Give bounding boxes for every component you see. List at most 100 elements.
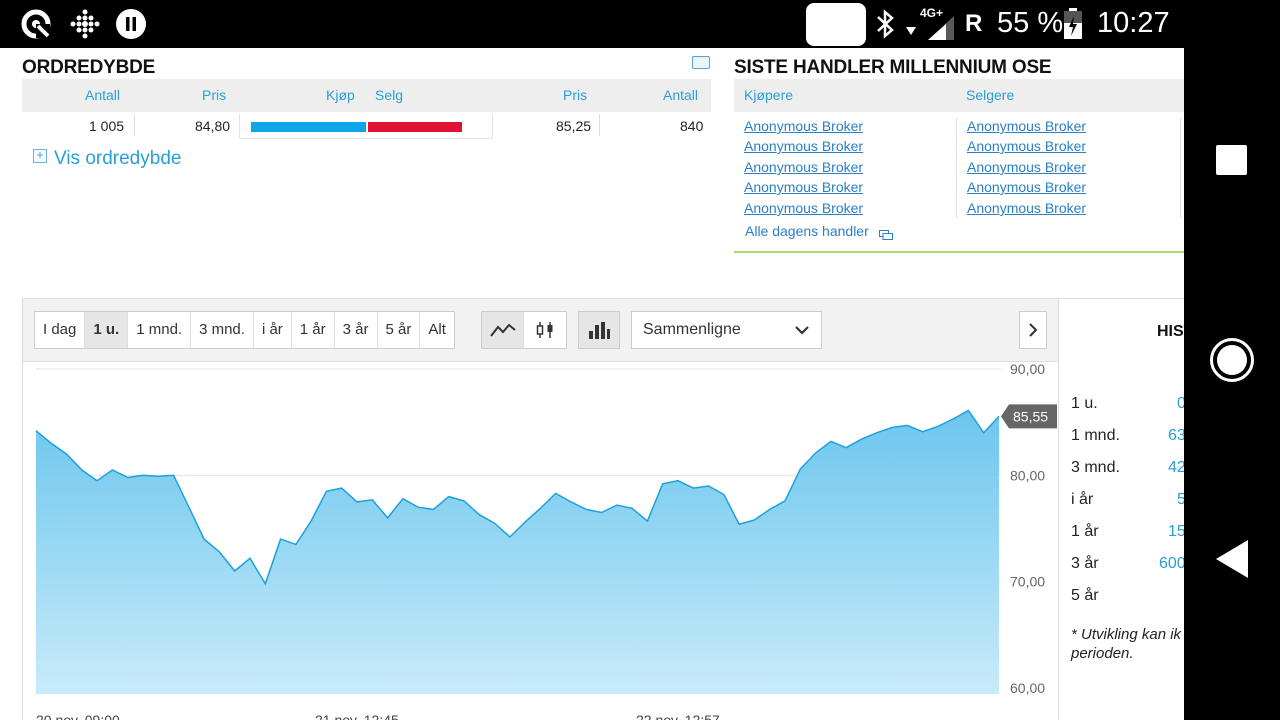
period-selector: I dag 1 u. 1 mnd. 3 mnd. i år 1 år 3 år … (34, 311, 455, 349)
history-label: 3 mnd. (1071, 459, 1120, 476)
history-label: 1 år (1071, 523, 1099, 540)
x-tick-label: 22.nov. 12:57 (636, 712, 720, 720)
y-tick-label: 70,00 (1010, 574, 1045, 590)
buyer-broker-link[interactable]: Anonymous Broker (744, 118, 864, 134)
chart-toolbar: I dag 1 u. 1 mnd. 3 mnd. i år 1 år 3 år … (23, 299, 1058, 362)
order-depth-title: ORDREDYBDE (22, 57, 156, 78)
seller-broker-link[interactable]: Anonymous Broker (967, 200, 1087, 216)
seller-broker-link[interactable]: Anonymous Broker (967, 179, 1087, 195)
y-tick-label: 90,00 (1010, 362, 1045, 377)
ask-depth-bar (368, 122, 462, 132)
latest-trades-title: SISTE HANDLER MILLENNIUM OSE (734, 57, 1052, 78)
buyer-broker-link[interactable]: Anonymous Broker (744, 159, 864, 175)
line-chart-icon (489, 323, 516, 337)
depth-bar-frame (239, 114, 493, 139)
battery-percent: 55 % (997, 7, 1064, 39)
notification-box (806, 3, 866, 46)
trades-header (734, 79, 1184, 112)
next-button[interactable] (1019, 311, 1047, 349)
divider (599, 114, 600, 136)
period-button-1y[interactable]: 1 år (292, 312, 335, 348)
show-order-depth-link[interactable]: Vis ordredybde (54, 148, 182, 169)
x-tick-label: 20.nov. 09:00 (36, 712, 120, 720)
history-value: 5 (1177, 491, 1184, 508)
line-chart-button[interactable] (482, 312, 524, 348)
status-bar: 4G+ R 55 % 10:27 (0, 0, 1280, 48)
network-type: 4G+ (920, 6, 944, 20)
buyer-broker-link[interactable]: Anonymous Broker (744, 138, 864, 154)
web-content: ORDREDYBDE Antall Pris Kjøp Selg Pris An… (0, 48, 1184, 720)
divider (134, 114, 135, 136)
seller-broker-link[interactable]: Anonymous Broker (967, 118, 1087, 134)
price-area (36, 410, 999, 694)
volume-toggle-button[interactable] (578, 311, 620, 349)
fitbit-icon (70, 9, 100, 39)
y-tick-label: 60,00 (1010, 680, 1045, 696)
history-label: 5 år (1071, 587, 1099, 604)
chart-type-selector (481, 311, 567, 349)
period-button-3m[interactable]: 3 mnd. (191, 312, 254, 348)
bid-price: 84,80 (195, 118, 231, 134)
header-bid-qty: Antall (85, 87, 121, 103)
home-button[interactable] (1210, 338, 1254, 382)
bar-chart-icon (589, 322, 610, 339)
history-title: HIST (1157, 323, 1184, 340)
header-sell: Selg (375, 87, 404, 103)
header-ask-qty: Antall (663, 87, 699, 103)
header-buyers: Kjøpere (744, 87, 794, 103)
history-label: 1 mnd. (1071, 427, 1120, 444)
bid-depth-bar (251, 122, 366, 132)
history-value: 15 (1168, 523, 1184, 540)
pause-icon (116, 9, 146, 39)
bluetooth-icon (877, 9, 894, 39)
history-label: 1 u. (1071, 395, 1098, 412)
candlestick-button[interactable] (524, 312, 566, 348)
x-tick-label: 21.nov. 12:45 (315, 712, 399, 720)
divider (1180, 118, 1181, 218)
period-button-5y[interactable]: 5 år (378, 312, 421, 348)
seller-broker-link[interactable]: Anonymous Broker (967, 159, 1087, 175)
order-depth-header (22, 79, 711, 112)
header-ask-price: Pris (563, 87, 588, 103)
y-tick-label: 80,00 (1010, 467, 1045, 483)
chart-panel: I dag 1 u. 1 mnd. 3 mnd. i år 1 år 3 år … (22, 298, 1059, 720)
recent-apps-button[interactable] (1216, 145, 1247, 175)
history-label: i år (1071, 491, 1094, 508)
period-button-all[interactable]: Alt (428, 321, 446, 338)
period-button-3y[interactable]: 3 år (335, 312, 378, 348)
period-button-1w[interactable]: 1 u. (85, 312, 129, 348)
header-sellers: Selgere (966, 87, 1015, 103)
all-trades-link[interactable]: Alle dagens handler (745, 223, 869, 239)
period-button-today[interactable]: I dag (35, 312, 86, 348)
price-line (35, 409, 1000, 586)
chevron-right-icon (1029, 323, 1038, 337)
bid-qty: 1 005 (89, 118, 125, 134)
clock: 10:27 (1097, 7, 1170, 39)
history-panel: HIST 1 u. 0 1 mnd. 63 3 mnd. 42 i år 5 1… (1059, 298, 1184, 720)
battery-icon (1064, 8, 1082, 39)
expand-icon[interactable]: + (33, 149, 47, 163)
refresh-icon[interactable] (692, 56, 710, 69)
history-note: * Utvikling kan ik perioden. (1071, 626, 1182, 662)
history-value: 600 (1159, 555, 1184, 572)
compare-dropdown[interactable]: Sammenligne (631, 311, 822, 349)
last-price-label: 85,55 (1013, 408, 1048, 424)
last-price-marker: 85,55 (1001, 404, 1057, 429)
signal-icon (928, 16, 954, 40)
buyer-broker-link[interactable]: Anonymous Broker (744, 200, 864, 216)
seller-broker-link[interactable]: Anonymous Broker (967, 138, 1087, 154)
header-bid-price: Pris (202, 87, 227, 103)
section-underline (734, 251, 1184, 253)
period-button-ytd[interactable]: i år (254, 312, 292, 348)
history-label: 3 år (1071, 555, 1099, 572)
buyer-broker-link[interactable]: Anonymous Broker (744, 179, 864, 195)
divider (956, 118, 957, 218)
period-button-1m[interactable]: 1 mnd. (128, 312, 192, 348)
history-value: 42 (1168, 459, 1184, 476)
history-value: 0 (1177, 395, 1184, 412)
header-buy: Kjøp (326, 87, 355, 103)
back-button[interactable] (1216, 540, 1248, 578)
price-chart: 90,00 80,00 70,00 60,00 20.nov. 09:00 21.nov… (35, 362, 1057, 720)
app-ring-icon (21, 9, 51, 39)
history-value: 63 (1168, 427, 1184, 444)
